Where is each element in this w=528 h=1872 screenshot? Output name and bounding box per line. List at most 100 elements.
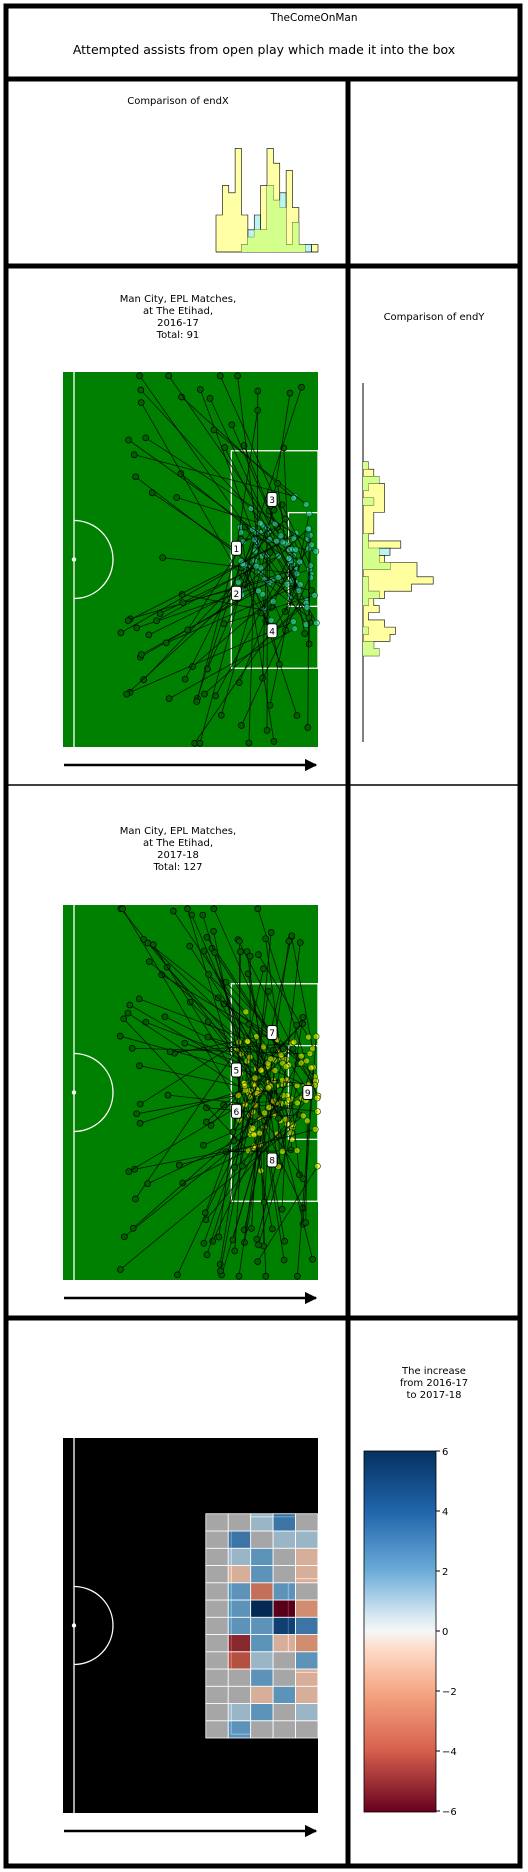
season2-pass-end-77 [242,1008,250,1016]
heatmap-cell-r5-c3 [250,1651,274,1670]
heatmap-cell-r13-c1 [205,1513,229,1532]
season2-pass-start-21 [262,1272,270,1280]
season2-pass-line-108 [122,908,254,1129]
diff-pitch [63,1438,319,1813]
season2-pitch-centre-circle [73,1052,114,1133]
hist-y-overlap-19 [363,533,369,541]
season1-pass-start-87 [123,690,131,698]
season1-pass-start-49 [196,386,204,393]
season1-pass-line-64 [307,529,310,728]
hist-y-overlap-26 [363,483,369,491]
colorbar-gradient [363,1450,437,1813]
season1-pass-end-25 [235,578,242,586]
season1-pass-start-84 [142,434,150,442]
heatmap-cell-r1-c2 [227,1720,252,1739]
hist-y-overlap-13 [363,576,369,585]
season1-zone-label-1: 1 [234,545,240,555]
season1-pass-start-67 [156,610,164,617]
season1-pass-end-16 [290,495,297,502]
season2-zone-label-8: 8 [269,1157,275,1167]
season2-pass-line-55 [134,1145,255,1170]
season2-pitch-surface [63,905,318,1280]
season1-pass-start-27 [165,372,173,380]
heatmap-cell-r6-c5 [295,1634,319,1653]
season2-pass-start-28 [136,1062,143,1070]
diff-line-1: The increase [401,1366,466,1377]
hist-x-overlap-10 [273,200,280,252]
hist-x-overlap-11 [279,207,287,252]
hist-endx [215,148,319,253]
season1-line-1: Man City, EPL Matches, [120,294,236,305]
season1-pass-line-49 [199,389,257,542]
season2-pass-start-76 [184,905,191,913]
season1-pass-start-65 [210,426,218,434]
season2-pass-start-110 [237,948,244,955]
season2-pass-start-35 [210,927,217,935]
season2-pass-start-120 [202,1118,210,1126]
season2-pass-start-73 [144,1180,151,1188]
season2-pass-start-109 [203,1251,211,1259]
season1-pass-end-65 [302,501,310,508]
season2-pass-line-52 [136,1080,316,1115]
season2-pitch-centre-spot [71,1090,77,1095]
season2-line-3: 2017-18 [157,850,199,861]
season2-pass-line-62 [296,1067,314,1277]
season1-zone-label-2: 2 [234,590,240,600]
season2-pass-line-126 [253,1134,273,1229]
season1-pass-end-7 [290,618,297,626]
season1-pass-end-87 [305,525,312,532]
season1-pass-line-51 [268,552,271,584]
season2-pass-line-76 [187,908,255,1134]
season1-pass-line-80 [199,539,256,744]
season2-pass-end-87 [314,1162,321,1170]
season2-pass-start-26 [209,1237,217,1245]
season2-pass-start-66 [299,1175,307,1183]
season2-pass-line-111 [128,1079,283,1173]
season2-pass-start-119 [126,1001,134,1009]
season1-pass-start-22 [193,698,201,705]
season2-pass-line-50 [182,1147,254,1184]
author-credit: TheComeOnMan [269,12,357,24]
season2-pass-start-123 [210,905,218,913]
season1-pass-line-74 [141,590,259,655]
season2-pass-end-120 [241,1082,249,1090]
season1-pass-line-83 [204,602,307,695]
season2-pass-line-37 [232,1106,271,1241]
season1-pass-line-69 [140,579,273,658]
season2-pass-start-117 [144,939,152,947]
heatmap-cell-r5-c1 [205,1651,229,1670]
season1-pass-line-29 [219,375,312,579]
season2-pass-end-88 [260,1043,267,1051]
season2-pass-start-52 [133,1110,141,1118]
season2-pass-start-75 [200,947,208,955]
season1-pass-line-73 [148,588,243,636]
heatmap-cell-r1-c4 [272,1720,296,1739]
season1-pass-line-36 [182,594,264,611]
heatmap-cell-r10-c2 [227,1565,252,1584]
season2-pass-line-54 [170,1043,293,1053]
season1-pass-line-66 [243,564,310,618]
season2-pass-start-90 [267,929,275,936]
season1-pass-line-24 [248,551,256,743]
season2-pass-start-31 [132,1195,139,1203]
heatmap-cell-r10-c1 [205,1565,229,1584]
season2-pass-start-59 [124,1009,132,1017]
season2-pass-end-89 [261,1109,268,1117]
season1-pass-start-82 [184,626,191,634]
season1-pass-line-87 [126,528,309,695]
season1-pass-start-21 [228,421,236,429]
season1-pass-end-86 [303,604,311,611]
heatmap-cell-r1-c3 [250,1720,274,1739]
season1-pass-start-53 [301,630,309,638]
season1-pass-start-20 [181,675,189,683]
season1-pass-start-25 [298,383,305,391]
heatmap-cell-r13-c3 [250,1513,274,1532]
season2-pass-line-31 [135,1049,237,1200]
season1-pass-end-42 [269,598,277,605]
season1-pass-line-25 [237,387,302,583]
hist-y-overlap-24 [363,497,374,506]
season2-pitch-six-yard-box [287,1044,319,1141]
season1-pass-end-29 [307,574,315,582]
season2-pass-end-63 [305,1033,312,1041]
